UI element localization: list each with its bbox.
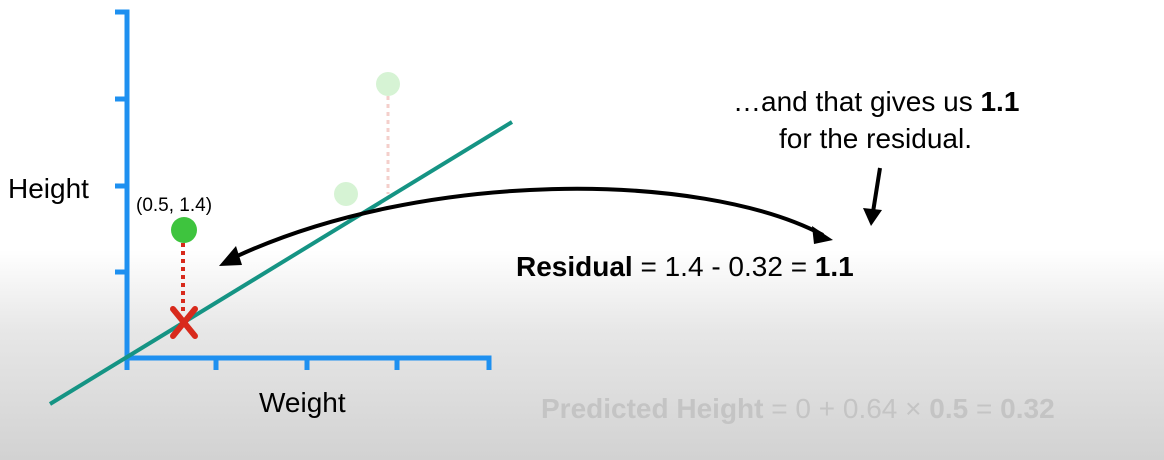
predicted-label: Predicted Height — [541, 393, 763, 424]
predicted-height-equation: Predicted Height = 0 + 0.64 × 0.5 = 0.32 — [541, 393, 1055, 424]
curved-arrow-tail-head — [812, 226, 833, 244]
faded-data-point — [376, 72, 400, 96]
residual-label: Residual — [516, 251, 633, 282]
predicted-value-marker — [170, 306, 198, 339]
callout-line-2: for the residual. — [779, 123, 972, 154]
fit-line — [48, 120, 514, 406]
residual-expression: = 1.4 - 0.32 = — [633, 251, 815, 282]
down-arrow — [871, 167, 882, 213]
predicted-result: 0.32 — [1000, 393, 1055, 424]
curved-arrow-head — [219, 246, 242, 266]
predicted-weight: 0.5 — [929, 393, 968, 424]
y-axis-label: Height — [8, 173, 89, 204]
residual-equation: Residual = 1.4 - 0.32 = 1.1 — [516, 251, 854, 282]
faded-data-point — [334, 182, 358, 206]
predicted-expression: = 0 + 0.64 × — [763, 393, 929, 424]
callout-value: 1.1 — [980, 86, 1019, 117]
point-coordinate-label: (0.5, 1.4) — [136, 195, 212, 216]
y-axis — [115, 9, 130, 369]
down-arrow-head — [863, 208, 882, 226]
x-axis-label: Weight — [259, 387, 346, 418]
x-axis — [124, 355, 492, 370]
callout-line-1: …and that gives us 1.1 — [733, 86, 1019, 117]
data-point — [171, 217, 197, 243]
residual-result: 1.1 — [815, 251, 854, 282]
curved-arrow — [232, 186, 824, 260]
callout-prefix: …and that gives us — [733, 86, 980, 117]
predicted-equals: = — [968, 393, 1000, 424]
